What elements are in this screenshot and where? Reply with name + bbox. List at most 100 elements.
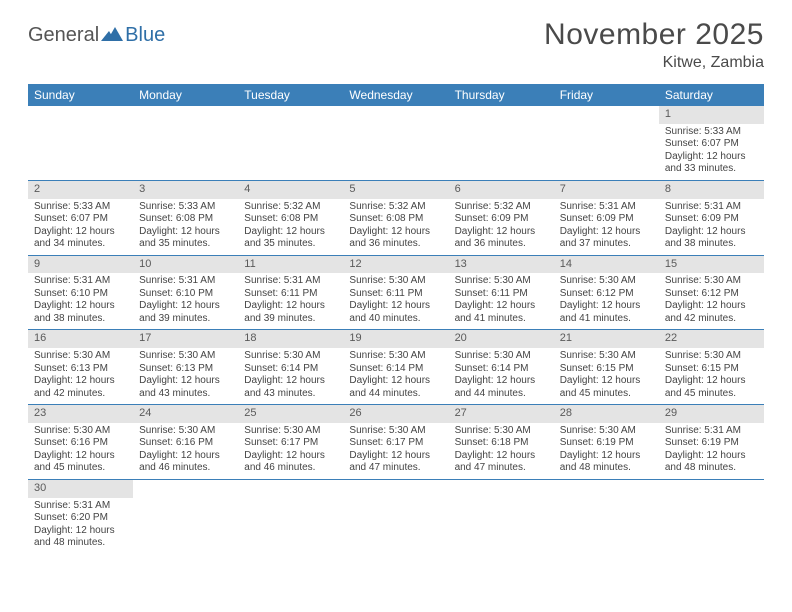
calendar-day-empty — [343, 106, 448, 180]
day-number: 11 — [238, 256, 343, 274]
month-title: November 2025 — [544, 18, 764, 52]
day-body: Sunrise: 5:30 AMSunset: 6:11 PMDaylight:… — [449, 273, 554, 329]
sunset-line: Sunset: 6:19 PM — [560, 437, 653, 450]
day-number: 3 — [133, 181, 238, 199]
calendar-day: 1Sunrise: 5:33 AMSunset: 6:07 PMDaylight… — [659, 106, 764, 180]
logo: General Blue — [28, 24, 165, 47]
calendar-day: 25Sunrise: 5:30 AMSunset: 6:17 PMDayligh… — [238, 405, 343, 480]
daylight-line: Daylight: 12 hours and 44 minutes. — [455, 375, 548, 400]
calendar-day: 6Sunrise: 5:32 AMSunset: 6:09 PMDaylight… — [449, 180, 554, 255]
day-body: Sunrise: 5:33 AMSunset: 6:07 PMDaylight:… — [28, 199, 133, 255]
day-number: 30 — [28, 480, 133, 498]
sunrise-line: Sunrise: 5:31 AM — [665, 201, 758, 214]
daylight-line: Daylight: 12 hours and 37 minutes. — [560, 226, 653, 251]
calendar-day: 30Sunrise: 5:31 AMSunset: 6:20 PMDayligh… — [28, 479, 133, 553]
calendar-day-empty — [238, 479, 343, 553]
day-number: 21 — [554, 330, 659, 348]
sunset-line: Sunset: 6:15 PM — [560, 363, 653, 376]
calendar-day: 11Sunrise: 5:31 AMSunset: 6:11 PMDayligh… — [238, 255, 343, 330]
sunrise-line: Sunrise: 5:32 AM — [455, 201, 548, 214]
calendar-week: 9Sunrise: 5:31 AMSunset: 6:10 PMDaylight… — [28, 255, 764, 330]
sunset-line: Sunset: 6:08 PM — [244, 213, 337, 226]
day-body: Sunrise: 5:30 AMSunset: 6:15 PMDaylight:… — [659, 348, 764, 404]
sunrise-line: Sunrise: 5:30 AM — [139, 425, 232, 438]
day-header: Monday — [133, 84, 238, 106]
calendar-day: 4Sunrise: 5:32 AMSunset: 6:08 PMDaylight… — [238, 180, 343, 255]
sunrise-line: Sunrise: 5:33 AM — [139, 201, 232, 214]
calendar-day-empty — [133, 479, 238, 553]
day-number: 25 — [238, 405, 343, 423]
daylight-line: Daylight: 12 hours and 39 minutes. — [244, 300, 337, 325]
daylight-line: Daylight: 12 hours and 47 minutes. — [455, 450, 548, 475]
sunset-line: Sunset: 6:08 PM — [139, 213, 232, 226]
location: Kitwe, Zambia — [544, 54, 764, 72]
day-number: 15 — [659, 256, 764, 274]
sunset-line: Sunset: 6:16 PM — [34, 437, 127, 450]
calendar-day: 22Sunrise: 5:30 AMSunset: 6:15 PMDayligh… — [659, 330, 764, 405]
daylight-line: Daylight: 12 hours and 48 minutes. — [560, 450, 653, 475]
sunrise-line: Sunrise: 5:30 AM — [665, 275, 758, 288]
day-number: 20 — [449, 330, 554, 348]
sunset-line: Sunset: 6:13 PM — [139, 363, 232, 376]
sunrise-line: Sunrise: 5:31 AM — [560, 201, 653, 214]
sunrise-line: Sunrise: 5:30 AM — [560, 350, 653, 363]
daylight-line: Daylight: 12 hours and 48 minutes. — [34, 525, 127, 550]
sunset-line: Sunset: 6:10 PM — [139, 288, 232, 301]
daylight-line: Daylight: 12 hours and 43 minutes. — [244, 375, 337, 400]
sunset-line: Sunset: 6:19 PM — [665, 437, 758, 450]
calendar-day-empty — [133, 106, 238, 180]
sunrise-line: Sunrise: 5:31 AM — [139, 275, 232, 288]
day-number: 6 — [449, 181, 554, 199]
calendar-day: 8Sunrise: 5:31 AMSunset: 6:09 PMDaylight… — [659, 180, 764, 255]
sunset-line: Sunset: 6:18 PM — [455, 437, 548, 450]
sunrise-line: Sunrise: 5:30 AM — [455, 275, 548, 288]
sunrise-line: Sunrise: 5:33 AM — [34, 201, 127, 214]
calendar-day: 24Sunrise: 5:30 AMSunset: 6:16 PMDayligh… — [133, 405, 238, 480]
day-number: 12 — [343, 256, 448, 274]
calendar-day: 20Sunrise: 5:30 AMSunset: 6:14 PMDayligh… — [449, 330, 554, 405]
calendar-day-empty — [449, 106, 554, 180]
sunset-line: Sunset: 6:09 PM — [560, 213, 653, 226]
daylight-line: Daylight: 12 hours and 39 minutes. — [139, 300, 232, 325]
daylight-line: Daylight: 12 hours and 36 minutes. — [349, 226, 442, 251]
calendar-day-empty — [554, 479, 659, 553]
day-body: Sunrise: 5:30 AMSunset: 6:16 PMDaylight:… — [133, 423, 238, 479]
day-number: 19 — [343, 330, 448, 348]
sunset-line: Sunset: 6:17 PM — [349, 437, 442, 450]
daylight-line: Daylight: 12 hours and 46 minutes. — [244, 450, 337, 475]
day-body: Sunrise: 5:30 AMSunset: 6:19 PMDaylight:… — [554, 423, 659, 479]
day-number: 16 — [28, 330, 133, 348]
day-body: Sunrise: 5:32 AMSunset: 6:08 PMDaylight:… — [343, 199, 448, 255]
calendar-day: 28Sunrise: 5:30 AMSunset: 6:19 PMDayligh… — [554, 405, 659, 480]
calendar-day: 3Sunrise: 5:33 AMSunset: 6:08 PMDaylight… — [133, 180, 238, 255]
day-body: Sunrise: 5:31 AMSunset: 6:20 PMDaylight:… — [28, 498, 133, 554]
sunrise-line: Sunrise: 5:30 AM — [665, 350, 758, 363]
daylight-line: Daylight: 12 hours and 41 minutes. — [455, 300, 548, 325]
calendar-week: 30Sunrise: 5:31 AMSunset: 6:20 PMDayligh… — [28, 479, 764, 553]
day-body: Sunrise: 5:30 AMSunset: 6:15 PMDaylight:… — [554, 348, 659, 404]
daylight-line: Daylight: 12 hours and 35 minutes. — [244, 226, 337, 251]
sunset-line: Sunset: 6:12 PM — [560, 288, 653, 301]
sunset-line: Sunset: 6:15 PM — [665, 363, 758, 376]
calendar-day: 29Sunrise: 5:31 AMSunset: 6:19 PMDayligh… — [659, 405, 764, 480]
calendar-day: 18Sunrise: 5:30 AMSunset: 6:14 PMDayligh… — [238, 330, 343, 405]
day-body: Sunrise: 5:31 AMSunset: 6:09 PMDaylight:… — [659, 199, 764, 255]
calendar-day-empty — [659, 479, 764, 553]
sunrise-line: Sunrise: 5:31 AM — [34, 500, 127, 513]
logo-text-blue: Blue — [125, 24, 165, 47]
calendar-day: 21Sunrise: 5:30 AMSunset: 6:15 PMDayligh… — [554, 330, 659, 405]
daylight-line: Daylight: 12 hours and 45 minutes. — [560, 375, 653, 400]
daylight-line: Daylight: 12 hours and 48 minutes. — [665, 450, 758, 475]
day-body: Sunrise: 5:31 AMSunset: 6:10 PMDaylight:… — [28, 273, 133, 329]
daylight-line: Daylight: 12 hours and 45 minutes. — [34, 450, 127, 475]
daylight-line: Daylight: 12 hours and 40 minutes. — [349, 300, 442, 325]
day-number: 23 — [28, 405, 133, 423]
sunrise-line: Sunrise: 5:32 AM — [244, 201, 337, 214]
header: General Blue November 2025 Kitwe, Zambia — [28, 18, 764, 72]
calendar-head: SundayMondayTuesdayWednesdayThursdayFrid… — [28, 84, 764, 106]
calendar-week: 1Sunrise: 5:33 AMSunset: 6:07 PMDaylight… — [28, 106, 764, 180]
calendar-day: 7Sunrise: 5:31 AMSunset: 6:09 PMDaylight… — [554, 180, 659, 255]
daylight-line: Daylight: 12 hours and 47 minutes. — [349, 450, 442, 475]
calendar-body: 1Sunrise: 5:33 AMSunset: 6:07 PMDaylight… — [28, 106, 764, 554]
calendar-day: 10Sunrise: 5:31 AMSunset: 6:10 PMDayligh… — [133, 255, 238, 330]
